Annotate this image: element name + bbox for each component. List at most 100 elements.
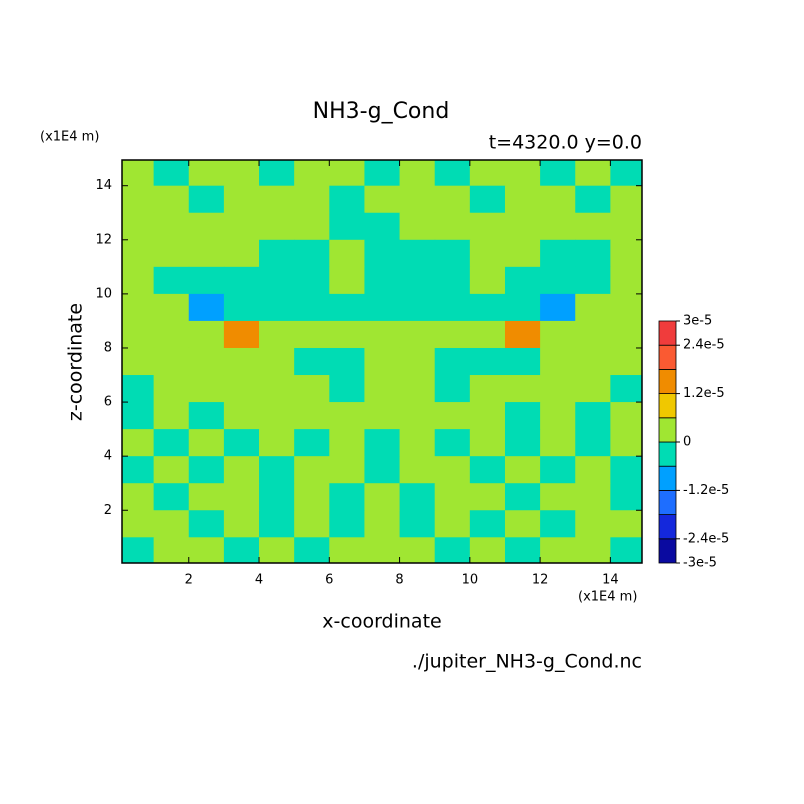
- contour-cell: [575, 212, 611, 241]
- contour-cell: [575, 185, 611, 214]
- contour-cell: [188, 160, 225, 187]
- colorbar-label: -2.4e-5: [683, 531, 729, 546]
- contour-cell: [329, 402, 365, 430]
- contour-cell: [223, 320, 260, 349]
- contour-cell: [259, 239, 295, 268]
- contour-cell: [188, 239, 225, 268]
- contour-cell: [188, 212, 225, 241]
- contour-cell: [153, 483, 190, 511]
- contour-cell: [329, 429, 365, 457]
- contour-cell: [610, 537, 642, 563]
- contour-cell: [540, 320, 576, 349]
- contour-cell: [329, 483, 365, 511]
- contour-cell: [434, 537, 471, 563]
- contour-cell: [364, 429, 401, 457]
- contour-cell: [575, 375, 611, 403]
- contour-cell: [259, 160, 295, 187]
- contour-cell: [575, 320, 611, 349]
- contour-cell: [575, 402, 611, 430]
- colorbar-label: 3e-5: [683, 314, 712, 329]
- contour-cell: [434, 266, 471, 295]
- contour-cell: [259, 456, 295, 484]
- contour-cell: [188, 347, 225, 376]
- contour-cell: [259, 266, 295, 295]
- contour-cell: [575, 160, 611, 187]
- contour-cell: [188, 293, 225, 322]
- contour-cell: [469, 239, 506, 268]
- contour-cell: [329, 320, 365, 349]
- y-tick-label: 8: [104, 340, 112, 355]
- contour-cell: [399, 212, 436, 241]
- contour-cell: [153, 347, 190, 376]
- contour-cell: [469, 510, 506, 538]
- contour-cell: [364, 456, 401, 484]
- contour-cell: [434, 185, 471, 214]
- colorbar-band: [658, 538, 677, 564]
- contour-cell: [153, 320, 190, 349]
- contour-cell: [259, 483, 295, 511]
- contour-cell: [610, 293, 642, 322]
- contour-cell: [259, 402, 295, 430]
- y-tick-label: 4: [104, 449, 112, 464]
- contour-cell: [223, 293, 260, 322]
- contour-cell: [504, 185, 541, 214]
- contour-cell: [223, 483, 260, 511]
- contour-cell: [434, 429, 471, 457]
- contour-cell: [294, 402, 330, 430]
- contour-cell: [575, 293, 611, 322]
- colorbar-label: -1.2e-5: [683, 483, 729, 498]
- contour-cell: [153, 456, 190, 484]
- contour-cell: [434, 320, 471, 349]
- colorbar-band: [658, 393, 677, 419]
- contour-cell: [329, 160, 365, 187]
- contour-cell: [364, 185, 401, 214]
- contour-cell: [223, 375, 260, 403]
- contour-cell: [294, 320, 330, 349]
- y-unit: (x1E4 m): [40, 130, 99, 145]
- contour-cell: [540, 160, 576, 187]
- contour-cell: [153, 185, 190, 214]
- contour-cell: [469, 456, 506, 484]
- contour-cell: [364, 160, 401, 187]
- x-axis-title: x-coordinate: [322, 611, 441, 633]
- contour-cell: [223, 537, 260, 563]
- contour-cell: [399, 239, 436, 268]
- contour-cell: [364, 293, 401, 322]
- colorbar: 3e-5 2.4e-5 1.2e-5 0 -1.2e-5 -2.4e-5 -3e-5: [658, 314, 729, 571]
- contour-cell: [259, 320, 295, 349]
- contour-cell: [188, 375, 225, 403]
- contour-cell: [399, 293, 436, 322]
- contour-cell: [610, 402, 642, 430]
- y-tick-label: 12: [95, 232, 112, 247]
- contour-cell: [294, 160, 330, 187]
- contour-cell: [469, 160, 506, 187]
- contour-cell: [329, 456, 365, 484]
- contour-cell: [434, 456, 471, 484]
- contour-cell: [122, 510, 155, 538]
- contour-cell: [504, 347, 541, 376]
- colorbar-band: [658, 465, 677, 491]
- contour-cell: [364, 320, 401, 349]
- y-axis-title: z-coordinate: [65, 303, 87, 421]
- contour-cell: [575, 347, 611, 376]
- contour-cell: [434, 402, 471, 430]
- contour-cell: [294, 375, 330, 403]
- colorbar-band: [658, 320, 677, 346]
- source-file: ./jupiter_NH3-g_Cond.nc: [412, 651, 642, 673]
- contour-cell: [364, 347, 401, 376]
- y-tick-label: 6: [104, 395, 112, 410]
- contour-cell: [153, 266, 190, 295]
- contour-cell: [188, 185, 225, 214]
- contour-cell: [329, 293, 365, 322]
- contour-cell: [364, 375, 401, 403]
- contour-cell: [504, 402, 541, 430]
- contour-cell: [188, 429, 225, 457]
- chart-subtitle: t=4320.0 y=0.0: [489, 132, 642, 154]
- contour-cell: [434, 375, 471, 403]
- x-tick-label: 2: [185, 573, 193, 588]
- y-tick-label: 10: [95, 286, 112, 301]
- contour-cell: [575, 266, 611, 295]
- contour-cell: [188, 266, 225, 295]
- contour-cell: [223, 510, 260, 538]
- contour-cell: [122, 320, 155, 349]
